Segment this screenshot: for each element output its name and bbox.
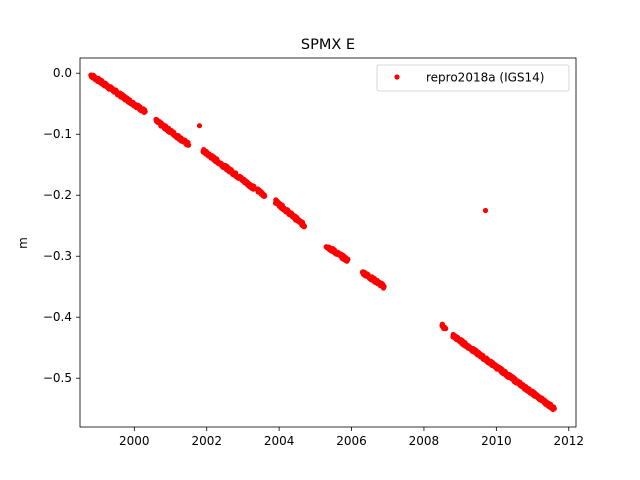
data-point xyxy=(443,326,449,332)
y-tick-label: −0.1 xyxy=(43,127,72,141)
x-tick-label: 2010 xyxy=(481,434,512,448)
y-axis: 0.0 −0.1 −0.2 −0.3 −0.4 −0.5 xyxy=(43,66,80,385)
data-point xyxy=(301,223,308,229)
y-axis-label: m xyxy=(16,237,30,249)
outlier-point xyxy=(482,207,489,214)
x-tick-label: 2000 xyxy=(119,434,150,448)
data-point xyxy=(381,283,387,290)
data-point xyxy=(142,109,148,115)
chart-title: SPMX E xyxy=(301,37,355,53)
x-tick-label: 2006 xyxy=(336,434,367,448)
data-point xyxy=(345,256,351,262)
legend-box xyxy=(376,64,570,92)
y-tick-label: −0.3 xyxy=(43,249,72,263)
data-points xyxy=(88,72,557,412)
legend-entry-label: repro2018a (IGS14) xyxy=(426,71,544,85)
x-tick-label: 2012 xyxy=(553,434,584,448)
data-point xyxy=(262,193,268,199)
x-axis: 2000 2002 2004 2006 2008 2010 2012 xyxy=(119,427,584,448)
x-tick-label: 2004 xyxy=(264,434,295,448)
plot-frame xyxy=(79,57,577,428)
legend-marker xyxy=(394,74,400,80)
x-tick-label: 2002 xyxy=(191,434,222,448)
outlier-point xyxy=(196,123,203,129)
y-tick-label: −0.5 xyxy=(43,371,72,385)
data-point xyxy=(251,183,257,189)
data-point xyxy=(551,406,557,412)
y-tick-label: 0.0 xyxy=(53,66,72,80)
x-tick-label: 2008 xyxy=(409,434,440,448)
legend: repro2018a (IGS14) xyxy=(376,64,570,92)
y-tick-label: −0.4 xyxy=(43,310,72,324)
y-tick-label: −0.2 xyxy=(43,188,72,202)
data-point xyxy=(186,142,192,148)
